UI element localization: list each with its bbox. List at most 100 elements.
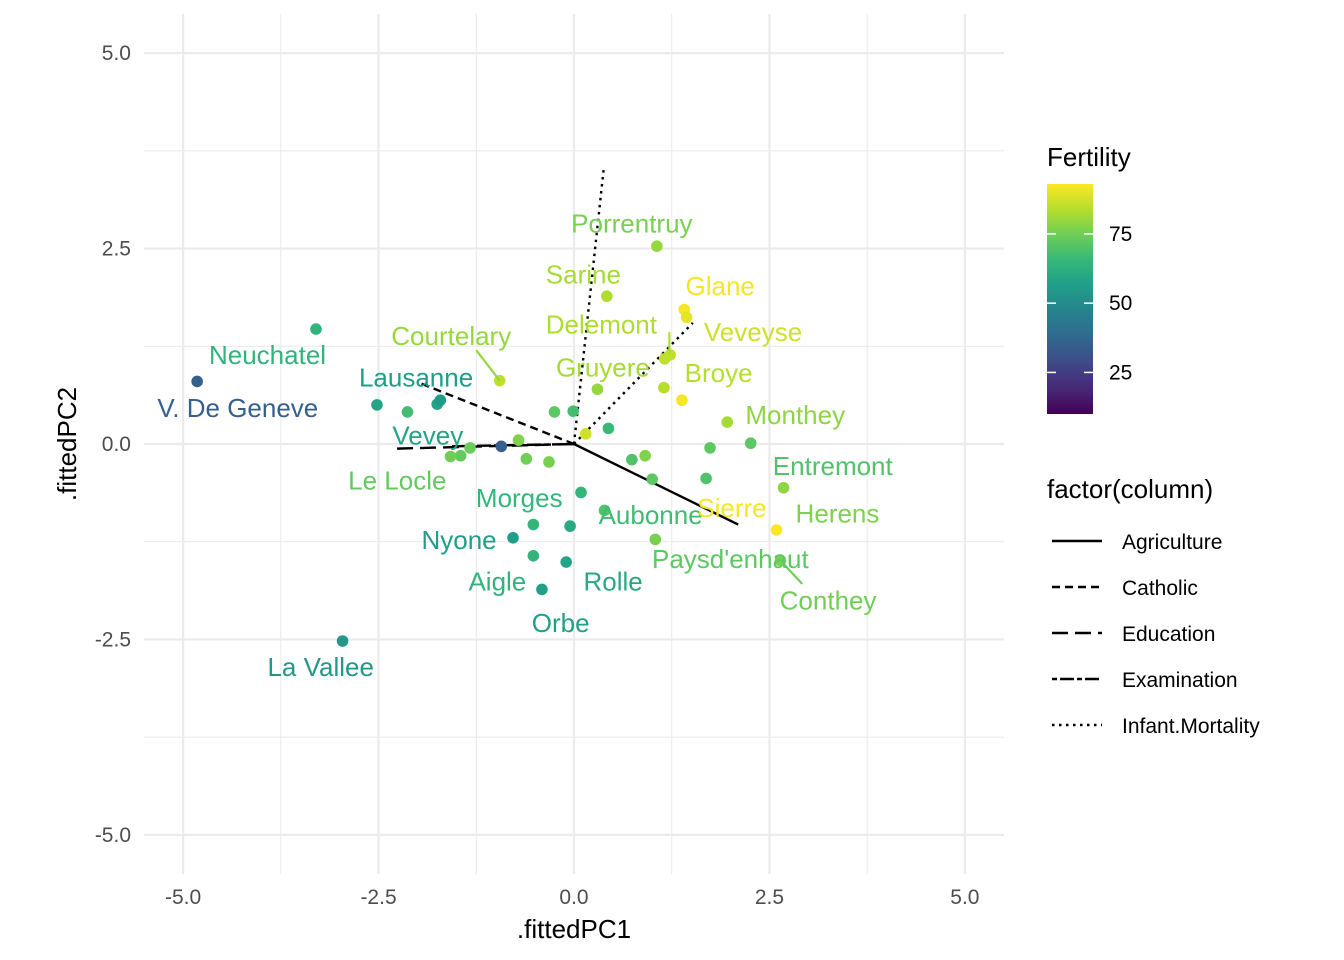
data-point [598, 504, 611, 517]
data-point [507, 532, 519, 544]
x-tick-label: 0.0 [559, 886, 588, 909]
point-label: Nyone [421, 525, 496, 555]
point-label: La Vallee [267, 652, 374, 682]
point-label: Courtelary [391, 321, 511, 351]
point-label: Veveyse [704, 317, 802, 347]
data-point [658, 381, 670, 394]
point-label: Herens [796, 499, 880, 529]
colorbar-tick-label: 25 [1109, 361, 1132, 384]
point-label: Lausanne [359, 363, 473, 393]
point-label: Le Locle [348, 466, 446, 496]
data-point [704, 442, 716, 454]
axes: -5.0 -2.5 0.0 2.5 5.0 -5.0 -2.5 0.0 2.5 5.0 [95, 42, 980, 909]
data-point [646, 473, 658, 485]
point-label: Delemont [546, 309, 658, 339]
data-point [579, 428, 592, 440]
label-leader [475, 349, 501, 382]
data-point [191, 375, 203, 388]
data-point [575, 486, 587, 499]
point-label: Paysd'enhaut [652, 544, 810, 574]
data-point [564, 520, 576, 532]
data-point [626, 453, 638, 466]
data-point [601, 290, 613, 303]
data-point [639, 449, 651, 462]
data-point [602, 422, 615, 435]
loading-line-catholic [421, 382, 575, 446]
data-point [527, 518, 540, 531]
data-point [591, 383, 604, 396]
point-label: V. De Geneve [157, 393, 318, 423]
data-point [543, 456, 555, 468]
y-tick-label: 2.5 [102, 238, 131, 261]
data-point [676, 394, 688, 407]
x-tick-label: -2.5 [360, 886, 396, 909]
data-point [520, 453, 533, 465]
point-label: Rolle [583, 567, 642, 597]
x-tick-label: 5.0 [950, 886, 979, 909]
point-label: Orbe [532, 608, 590, 638]
data-point [527, 550, 540, 562]
point-labels: Porrentruy Sarine Glane Delemont Veveyse Cour… [157, 209, 893, 682]
legend-entry-label: Infant.Mortality [1122, 715, 1260, 738]
point-label: Aigle [468, 567, 526, 597]
y-tick-label: -2.5 [95, 628, 131, 651]
column-legend-title: factor(column) [1047, 474, 1213, 504]
label-leaders [475, 332, 804, 585]
point-label: Gruyere [556, 352, 650, 382]
label-leader [779, 559, 804, 585]
data-point [434, 394, 447, 407]
y-tick-label: -5.0 [95, 824, 131, 847]
data-point [336, 635, 349, 647]
data-point [512, 434, 525, 446]
point-label: Broye [685, 358, 753, 388]
loading-line-agriculture [573, 442, 739, 526]
point-label: Neuchatel [209, 340, 326, 370]
point-label: Sarine [546, 259, 621, 289]
fertility-legend: Fertility 25 50 75 [1047, 142, 1132, 414]
x-axis-title: .fittedPC1 [517, 914, 631, 944]
data-point [721, 416, 734, 428]
legend-entry-label: Education [1122, 623, 1215, 646]
data-point [649, 533, 662, 546]
legend-entry-label: Catholic [1122, 577, 1198, 600]
point-label: Entremont [773, 451, 894, 481]
y-axis-title: .fittedPC2 [52, 387, 82, 501]
point-label: Monthey [745, 400, 845, 430]
point-label: Glane [686, 271, 755, 301]
loading-line-secondary [573, 321, 694, 445]
data-point [371, 399, 383, 411]
data-point [310, 323, 322, 335]
fertility-colorbar [1047, 184, 1093, 414]
data-point [444, 450, 457, 463]
data-point [777, 481, 790, 494]
colorbar-tick-label: 75 [1109, 223, 1132, 246]
data-points [191, 240, 790, 647]
point-label: Vevey [392, 420, 463, 450]
legend-entry-label: Examination [1122, 669, 1238, 692]
point-label: Aubonne [599, 500, 703, 530]
colorbar-tick-label: 50 [1109, 292, 1132, 315]
data-point [454, 449, 467, 462]
x-tick-label: 2.5 [755, 886, 784, 909]
data-point [464, 442, 476, 454]
point-label: Sierre [697, 493, 766, 523]
data-point [567, 405, 580, 417]
data-point [536, 583, 548, 596]
data-point [560, 556, 572, 568]
column-legend: factor(column) Agriculture Catholic Educat… [1047, 474, 1260, 738]
y-tick-label: 0.0 [102, 433, 131, 456]
data-point [770, 524, 783, 536]
point-label: Conthey [780, 585, 877, 615]
legend-entry-label: Agriculture [1122, 531, 1222, 554]
y-tick-label: 5.0 [102, 42, 131, 65]
data-point [744, 437, 757, 450]
data-point [680, 311, 693, 324]
point-label: Morges [476, 483, 563, 513]
data-point [651, 240, 663, 252]
data-point [548, 406, 561, 418]
data-point [401, 406, 414, 418]
x-tick-label: -5.0 [165, 886, 201, 909]
data-point [658, 352, 671, 365]
